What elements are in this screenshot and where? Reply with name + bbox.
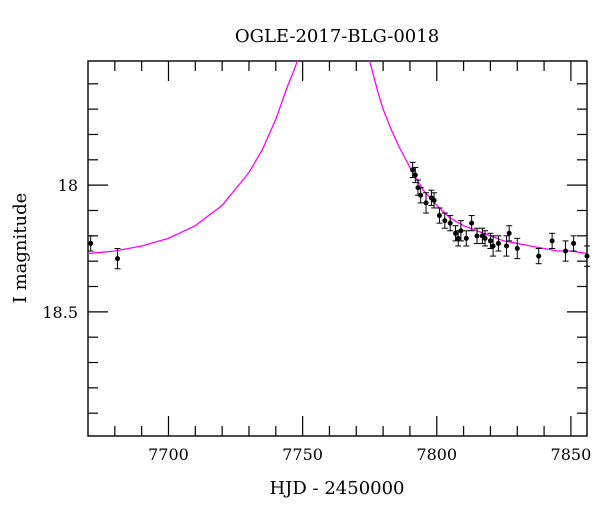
x-tick-label-7750: 7750 xyxy=(282,445,323,464)
data-point-22 xyxy=(495,240,501,246)
data-point-9 xyxy=(436,213,442,219)
data-point-15 xyxy=(463,235,469,241)
data-point-11 xyxy=(447,220,453,226)
y-axis-label: I magnitude xyxy=(10,193,31,304)
data-point-27 xyxy=(549,238,555,244)
data-point-28 xyxy=(563,248,569,254)
chart-title: OGLE-2017-BLG-0018 xyxy=(235,26,439,47)
x-axis-label: HJD - 2450000 xyxy=(269,478,404,499)
model-curve xyxy=(88,61,587,255)
data-point-19 xyxy=(482,235,488,241)
data-point-14 xyxy=(458,228,464,234)
data-point-25 xyxy=(514,246,520,251)
y-tick-label-18: 18 xyxy=(58,176,78,195)
data-point-20 xyxy=(487,238,493,244)
y-tick-label-18-5: 18.5 xyxy=(42,303,78,322)
data-point-8 xyxy=(431,197,437,203)
x-tick-label-7700: 7700 xyxy=(148,445,189,464)
data-point-10 xyxy=(442,218,448,224)
data-point-24 xyxy=(506,230,512,236)
data-point-26 xyxy=(536,253,542,259)
data-point-1 xyxy=(115,256,121,262)
data-point-3 xyxy=(412,172,418,178)
x-tick-label-7850: 7850 xyxy=(551,445,592,464)
data-point-13 xyxy=(455,235,461,241)
data-point-16 xyxy=(469,220,475,226)
data-point-12 xyxy=(453,230,459,236)
data-point-2 xyxy=(410,167,416,173)
data-point-17 xyxy=(474,233,480,239)
data-point-0 xyxy=(88,240,94,246)
plot-frame xyxy=(87,60,588,437)
data-point-6 xyxy=(423,200,429,206)
data-point-5 xyxy=(418,192,424,198)
data-point-23 xyxy=(504,243,510,249)
data-point-29 xyxy=(571,240,577,246)
data-point-21 xyxy=(490,243,496,249)
x-tick-label-7800: 7800 xyxy=(416,445,457,464)
data-point-30 xyxy=(584,253,590,259)
